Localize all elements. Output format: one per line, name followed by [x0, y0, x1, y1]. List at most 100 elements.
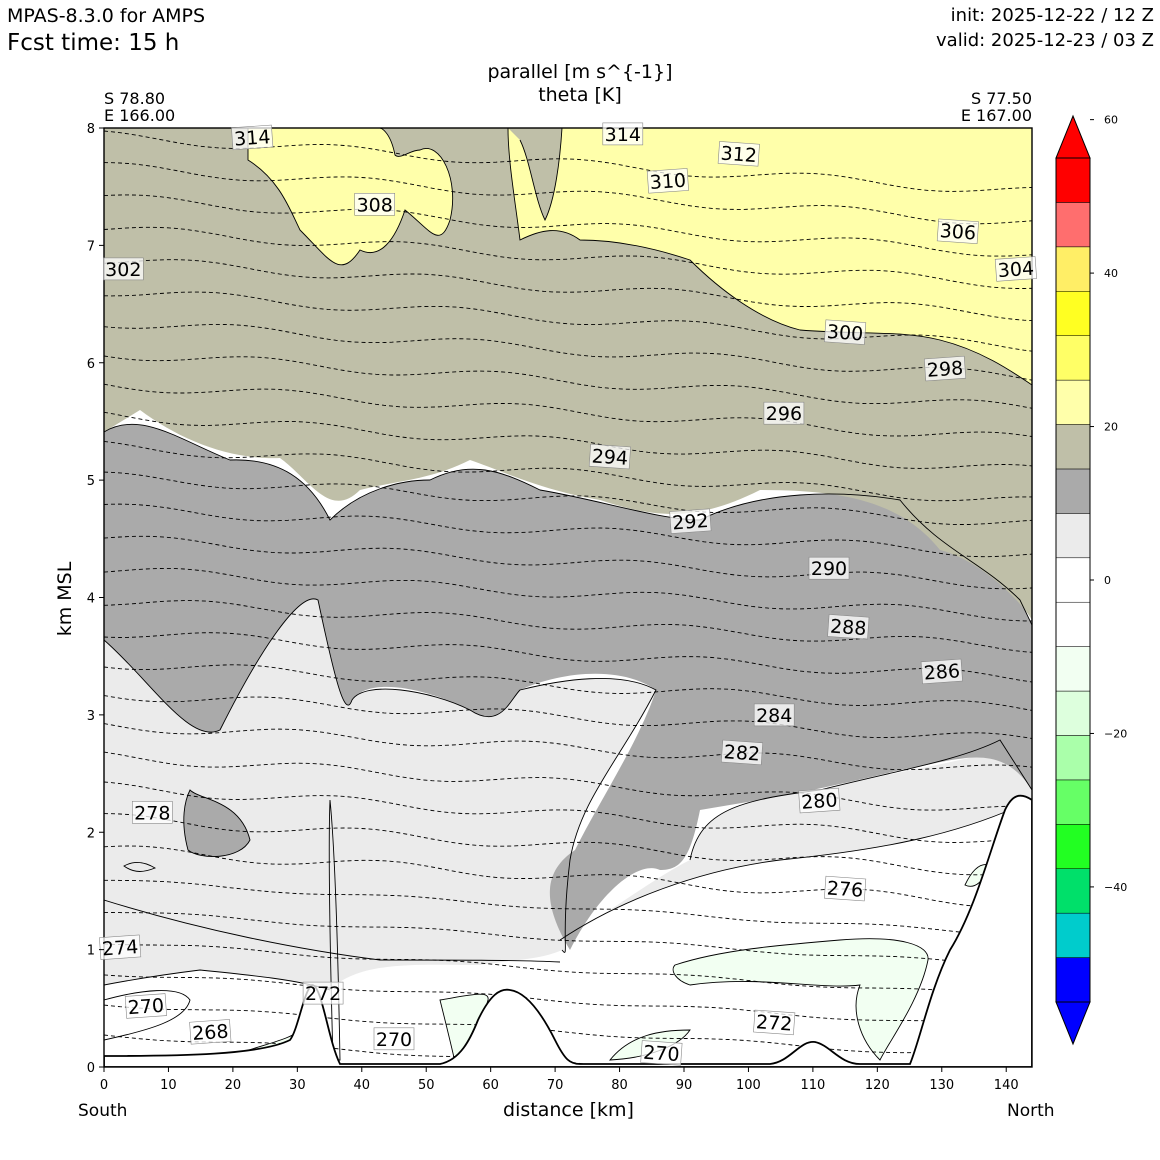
theta-isentrope — [104, 751, 1032, 811]
colorbar-segment — [1055, 513, 1091, 559]
y-tick-label: 0 — [87, 1061, 95, 1076]
colorbar-segment — [1055, 157, 1091, 203]
theta-label: 270 — [373, 1027, 415, 1051]
theta-label: 288 — [827, 614, 870, 640]
colorbar-segment — [1055, 246, 1091, 292]
colorbar-tick-label: 20 — [1104, 421, 1118, 434]
theta-label: 272 — [753, 1009, 796, 1036]
theta-isentrope — [104, 845, 1032, 908]
theta-label: 282 — [720, 739, 764, 766]
x-tick-label: 140 — [994, 1078, 1019, 1093]
y-tick-label: 7 — [87, 239, 95, 254]
theta-isentrope — [104, 411, 1032, 469]
theta-isentrope — [104, 1004, 1032, 1060]
theta-label-text: 308 — [357, 194, 393, 216]
theta-label: 310 — [646, 168, 689, 194]
x-axis-ticks: 0 10 20 30 40 50 60 70 80 90 100 110 120 130 140 — [100, 1067, 1019, 1093]
theta-label: 272 — [302, 981, 344, 1005]
theta-label: 292 — [669, 508, 712, 534]
theta-label: 296 — [763, 401, 805, 425]
south-label: South — [78, 1101, 128, 1121]
y-tick-label: 8 — [87, 122, 95, 137]
theta-label-text: 294 — [591, 445, 629, 469]
theta-label: 284 — [753, 703, 795, 727]
theta-isentrope — [104, 291, 1032, 352]
colorbar-segment — [1055, 335, 1091, 381]
colorbar-segment — [1055, 557, 1091, 603]
theta-isentrope — [104, 879, 1032, 938]
theta-label: 268 — [189, 1019, 232, 1045]
x-tick-label: 30 — [289, 1078, 306, 1093]
theta-label: 312 — [717, 141, 760, 167]
colorbar-tick-label: 0 — [1104, 574, 1111, 587]
colorbar-tick-label: 60 — [1104, 114, 1118, 127]
colorbar-segment — [1055, 424, 1091, 470]
x-tick-label: 10 — [160, 1078, 177, 1093]
theta-contour-lines — [104, 130, 1032, 1067]
chart-subtitle: theta [K] — [538, 84, 622, 106]
colorbar-segment — [1055, 957, 1091, 1003]
colorbar-segment — [1055, 735, 1091, 781]
theta-label-text: 314 — [605, 124, 641, 146]
x-tick-label: 130 — [929, 1078, 954, 1093]
y-tick-label: 1 — [87, 944, 95, 959]
theta-isentrope — [104, 503, 1032, 558]
north-label: North — [1007, 1101, 1055, 1121]
y-tick-label: 3 — [87, 709, 95, 724]
y-tick-label: 2 — [87, 826, 95, 841]
theta-label-text: 300 — [826, 321, 864, 345]
x-tick-label: 20 — [225, 1078, 242, 1093]
valid-time: valid: 2025-12-23 / 03 Z — [936, 30, 1154, 51]
colorbar-tick-label: −40 — [1104, 881, 1127, 894]
theta-label-text: 276 — [826, 877, 864, 901]
theta-isentrope — [104, 911, 1032, 970]
x-tick-label: 80 — [611, 1078, 628, 1093]
theta-label-text: 282 — [723, 741, 761, 765]
colorbar: 60 40 20 0 −20 −40 — [1055, 114, 1127, 1046]
colorbar-tick-label: 40 — [1104, 267, 1118, 280]
colorbar-segment — [1055, 690, 1091, 736]
theta-label-text: 284 — [756, 705, 792, 727]
theta-isentrope — [104, 194, 1032, 257]
theta-isentrope — [104, 471, 1032, 525]
theta-label-text: 314 — [233, 126, 271, 150]
theta-label-text: 280 — [801, 789, 839, 813]
theta-isentrope — [104, 162, 1032, 225]
theta-label-text: 288 — [829, 616, 867, 640]
theta-label-text: 290 — [811, 558, 847, 580]
wind-shading — [104, 128, 1032, 1067]
theta-label-text: 302 — [105, 259, 141, 281]
colorbar-segment — [1055, 202, 1091, 248]
colorbar-extend-max — [1055, 114, 1091, 159]
theta-isentrope — [104, 226, 1032, 289]
theta-isentrope — [104, 259, 1032, 322]
theta-label: 300 — [824, 319, 867, 345]
theta-label-text: 278 — [134, 802, 170, 824]
theta-label-text: 310 — [649, 170, 687, 194]
x-tick-label: 40 — [354, 1078, 371, 1093]
colorbar-segment — [1055, 868, 1091, 914]
colorbar-extend-min — [1055, 1001, 1091, 1046]
theta-label-text: 296 — [766, 403, 802, 425]
colorbar-segment — [1055, 379, 1091, 425]
theta-label-text: 270 — [376, 1029, 412, 1051]
theta-label: 314 — [231, 124, 274, 151]
theta-label: 290 — [808, 556, 850, 580]
colorbar-segment — [1055, 824, 1091, 869]
theta-label-text: 272 — [755, 1011, 793, 1035]
colorbar-segment — [1055, 291, 1091, 336]
theta-isentrope — [104, 781, 1032, 843]
theta-label-text: 268 — [192, 1021, 230, 1045]
theta-label-text: 306 — [939, 220, 977, 244]
colorbar-segment — [1055, 601, 1091, 647]
theta-label-text: 270 — [127, 995, 165, 1019]
x-axis-label: distance [km] — [503, 1099, 634, 1121]
theta-isentrope — [104, 974, 1032, 1031]
theta-label-text: 272 — [305, 983, 341, 1005]
theta-label-group: 314 314 312 310 308 306 304 302 300 298 296 294 292 2… — [99, 122, 1037, 1066]
x-tick-label: 70 — [547, 1078, 564, 1093]
shade-10-15 — [104, 424, 1032, 950]
theta-isentrope — [104, 440, 1032, 502]
theta-label-text: 274 — [101, 936, 139, 960]
